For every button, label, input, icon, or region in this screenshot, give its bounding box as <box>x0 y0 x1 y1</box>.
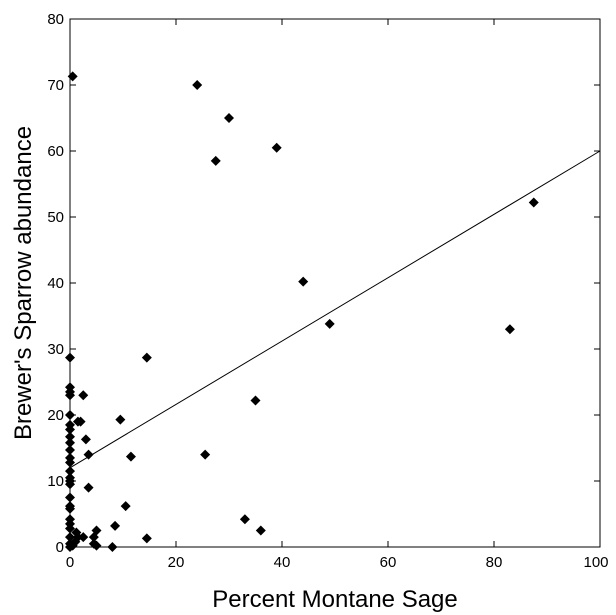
data-point <box>65 390 75 401</box>
data-point <box>110 520 121 531</box>
y-tick-label: 0 <box>56 539 64 556</box>
data-point <box>250 395 261 406</box>
trend-line <box>69 150 601 469</box>
data-point <box>72 416 83 427</box>
tick-group: 0 20 40 60 80 100 0 10 20 30 40 50 60 70 80 <box>47 11 608 571</box>
data-point <box>504 324 515 335</box>
data-point <box>78 532 89 543</box>
data-points <box>65 71 539 552</box>
data-point <box>224 113 234 123</box>
data-point <box>115 414 126 425</box>
y-tick-label: 30 <box>47 341 64 358</box>
data-point <box>65 466 75 477</box>
data-point <box>78 390 89 401</box>
x-tick-label: 80 <box>486 554 503 571</box>
data-point <box>67 71 78 82</box>
data-point <box>141 533 152 544</box>
data-point <box>65 479 75 490</box>
data-point <box>271 142 282 153</box>
data-point <box>200 449 211 460</box>
x-axis-title: Percent Montane Sage <box>212 586 458 613</box>
x-tick-label: 20 <box>168 554 185 571</box>
x-tick-label: 100 <box>583 554 608 571</box>
data-point <box>528 197 539 208</box>
data-point <box>65 523 75 534</box>
data-point <box>83 449 94 460</box>
y-tick-label: 50 <box>47 209 64 226</box>
x-tick-label: 60 <box>380 554 397 571</box>
y-tick-label: 60 <box>47 143 64 160</box>
data-point <box>65 444 75 455</box>
data-point <box>210 155 221 166</box>
data-point <box>192 80 203 90</box>
data-point <box>65 431 75 442</box>
x-tick-label: 0 <box>66 554 74 571</box>
data-point <box>65 352 75 363</box>
data-point <box>298 276 309 287</box>
y-tick-label: 10 <box>47 473 64 490</box>
data-point <box>91 525 102 536</box>
data-point <box>72 532 83 543</box>
data-point <box>120 501 131 512</box>
data-point <box>255 525 266 536</box>
data-point <box>65 410 75 420</box>
data-point <box>324 318 335 329</box>
plot-frame <box>69 18 601 548</box>
data-point <box>83 482 94 493</box>
y-tick-label: 20 <box>47 407 64 424</box>
data-point <box>91 540 102 551</box>
x-tick-label: 40 <box>274 554 291 571</box>
y-tick-label: 80 <box>47 11 64 28</box>
data-point <box>125 451 136 462</box>
y-tick-label: 70 <box>47 77 64 94</box>
data-point <box>65 457 75 468</box>
data-point <box>65 424 75 435</box>
data-point <box>80 434 91 445</box>
data-point <box>239 514 250 525</box>
y-axis-title: Brewer's Sparrow abundance <box>10 126 37 440</box>
y-tick-label: 40 <box>47 275 64 292</box>
data-point <box>141 352 152 363</box>
data-point <box>65 492 75 503</box>
data-point <box>65 503 75 514</box>
data-point <box>107 542 118 552</box>
data-point <box>65 437 75 448</box>
